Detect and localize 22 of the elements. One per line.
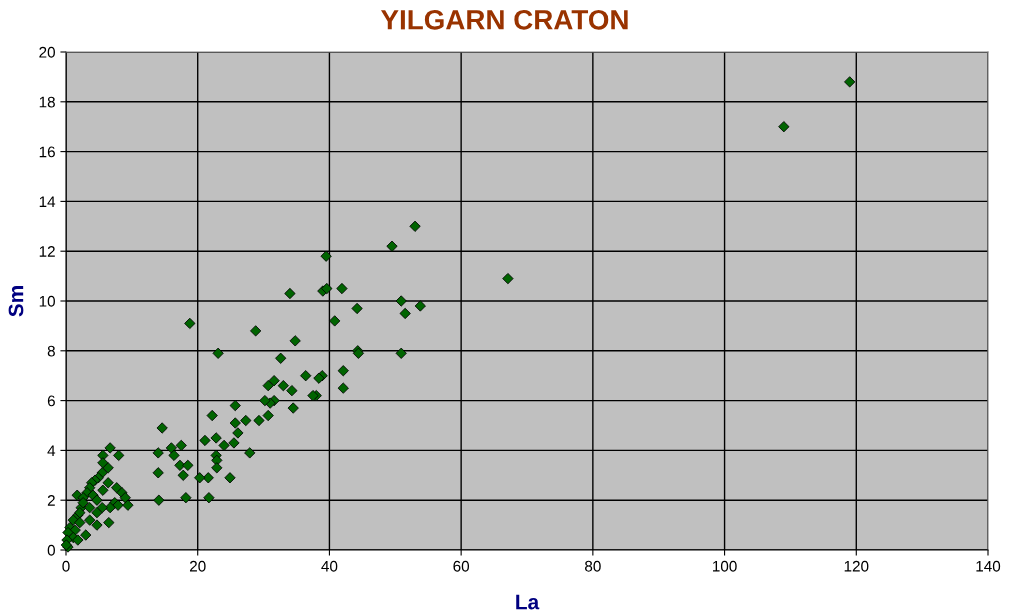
x-tick-label: 100	[712, 560, 737, 572]
y-tick-label: 20	[39, 46, 55, 58]
y-tick-label: 12	[39, 246, 55, 257]
y-tick-label: 16	[39, 146, 55, 158]
y-axis-title: Sm	[8, 286, 24, 317]
x-tick-label: 40	[321, 560, 338, 572]
chart-title: YILGARN CRATON	[380, 9, 628, 30]
y-tick-label: 0	[47, 544, 55, 556]
x-tick-label: 0	[62, 560, 70, 572]
x-tick-label: 140	[976, 560, 1001, 572]
y-tick-label: 8	[47, 345, 55, 357]
y-tick-label: 10	[39, 295, 55, 307]
x-tick-label: 60	[453, 560, 470, 572]
x-tick-label: 20	[189, 560, 206, 572]
x-tick-label: 80	[585, 560, 601, 572]
y-tick-label: 6	[47, 395, 55, 407]
y-tick-label: 4	[47, 445, 56, 456]
y-tick-label: 2	[47, 495, 55, 506]
x-axis-title: La	[516, 594, 540, 610]
y-tick-label: 14	[39, 196, 56, 207]
y-tick-label: 18	[39, 96, 55, 108]
x-tick-label: 120	[844, 560, 869, 572]
